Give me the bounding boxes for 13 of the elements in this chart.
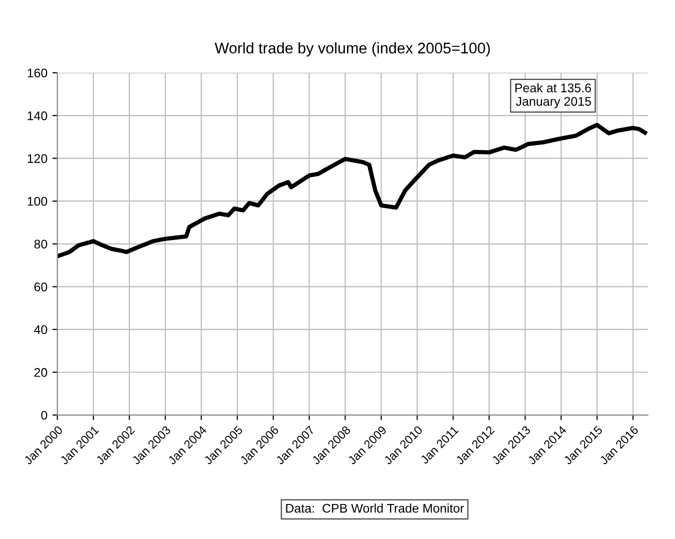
y-tick-label: 120 [28,154,48,163]
y-tick-label: 140 [28,111,48,120]
y-tick-label: 40 [34,325,48,334]
annotation: Peak at 135.6 January 2015 [515,83,591,108]
chart-title: World trade by volume (index 2005=100) [214,42,490,56]
y-tick-label: 60 [34,282,48,292]
y-tick-label: 100 [28,196,48,206]
y-tick-label: 20 [34,368,48,377]
y-tick-label: 80 [34,240,48,249]
text: Data: CPB World Trade Monitor [286,504,464,513]
line-series [57,122,648,258]
y-tick-label: 160 [28,68,48,78]
y-tick-label: 0 [41,410,48,420]
